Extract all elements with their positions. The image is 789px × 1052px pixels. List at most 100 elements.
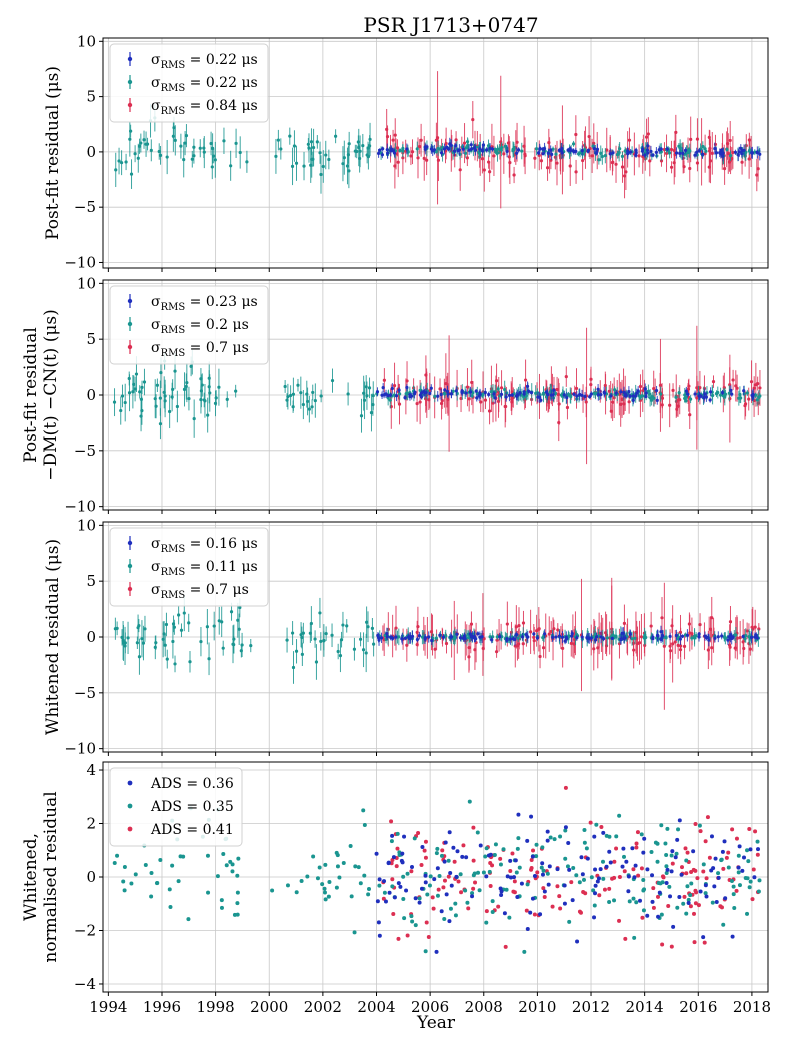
series-1-point (493, 396, 497, 400)
x-tick-label: 1994 (89, 998, 127, 1016)
early-series-point (207, 376, 211, 380)
series-3-point (405, 933, 410, 938)
series-3-point (738, 636, 742, 640)
series-1-point (684, 389, 688, 393)
early-series-point (317, 865, 322, 870)
early-series-point (362, 391, 366, 395)
series-3-point (533, 156, 537, 160)
series-3-point (639, 635, 644, 639)
series-1-point (443, 388, 447, 392)
series-1-point (505, 874, 510, 879)
early-series-point (235, 890, 240, 895)
early-series-point (362, 822, 367, 827)
series-1-point (645, 867, 650, 872)
series-2-point (443, 392, 447, 396)
series-1-point (619, 390, 623, 394)
series-1-point (701, 935, 706, 940)
series-1-point (507, 393, 512, 397)
series-1-point (675, 837, 680, 842)
series-3-point (390, 877, 395, 882)
series-3-point (531, 848, 536, 853)
series-1-point (607, 849, 612, 854)
series-2-point (584, 846, 589, 851)
series-3-point (674, 130, 678, 135)
series-1-point (686, 392, 690, 396)
early-series-point (370, 626, 375, 630)
series-2-point (470, 891, 475, 896)
series-3-point (504, 404, 508, 409)
series-1-point (664, 881, 669, 886)
series-1-point (703, 392, 707, 396)
series-1-point (596, 387, 600, 391)
early-series-point (249, 643, 253, 648)
series-3-point (597, 893, 602, 898)
series-1-point (516, 812, 521, 817)
series-1-point (376, 920, 381, 925)
series-3-point (422, 156, 426, 160)
series-2-point (614, 635, 618, 639)
series-1-point (405, 385, 409, 390)
series-3-point (614, 846, 619, 851)
early-series-point (163, 399, 167, 403)
series-1-point (519, 881, 524, 886)
legend-marker (127, 540, 133, 546)
legend-label: σRMS = 0.11 μs (151, 559, 258, 578)
series-3-point (510, 851, 515, 856)
series-2-point (412, 836, 417, 841)
series-2-point (484, 846, 489, 851)
series-3-point (748, 647, 752, 651)
series-2-point (755, 839, 760, 844)
series-1-point (387, 890, 392, 895)
series-1-point (505, 638, 509, 643)
series-1-point (668, 634, 672, 638)
series-1-point (499, 892, 504, 897)
series-1-point (737, 150, 741, 154)
series-2-point (436, 146, 440, 151)
series-3-point (638, 398, 643, 402)
series-3-point (758, 386, 762, 390)
series-1-point (512, 875, 517, 880)
series-1-point (488, 852, 493, 857)
early-series-point (288, 134, 292, 138)
series-3-point (691, 867, 696, 872)
y-tick-label: 0 (86, 628, 96, 646)
series-3-point (688, 166, 692, 171)
y-tick-label: 0 (86, 143, 96, 161)
series-1-point (478, 843, 483, 848)
early-series-point (158, 858, 163, 863)
series-1-point (643, 153, 647, 157)
series-3-point (688, 904, 693, 909)
early-series-point (330, 633, 334, 637)
series-2-point (674, 851, 679, 856)
early-series-point (366, 892, 371, 897)
series-1-point (709, 834, 714, 839)
series-2-point (495, 151, 500, 155)
series-1-point (445, 145, 449, 149)
series-1-point (651, 153, 655, 157)
series-1-point (543, 632, 547, 636)
series-1-point (391, 855, 396, 860)
series-2-point (653, 840, 658, 845)
series-2-point (685, 151, 689, 155)
early-series-point (313, 398, 317, 403)
x-tick-label: 2016 (679, 998, 717, 1016)
series-3-point (454, 138, 458, 142)
series-1-point (655, 633, 660, 638)
series-3-point (393, 133, 397, 137)
series-3-point (397, 402, 402, 406)
series-3-point (698, 623, 702, 627)
series-3-point (577, 909, 582, 914)
early-series-point (175, 404, 179, 409)
x-tick-label: 2010 (518, 998, 556, 1016)
series-2-point (725, 147, 729, 152)
series-3-point (506, 141, 511, 145)
series-3-point (599, 825, 604, 830)
series-1-point (445, 389, 450, 394)
series-1-point (478, 635, 482, 639)
series-1-point (758, 152, 762, 156)
early-series-point (326, 894, 331, 899)
early-series-point (234, 389, 238, 393)
series-1-point (579, 855, 584, 860)
series-1-point (551, 635, 555, 640)
series-2-point (398, 148, 402, 153)
